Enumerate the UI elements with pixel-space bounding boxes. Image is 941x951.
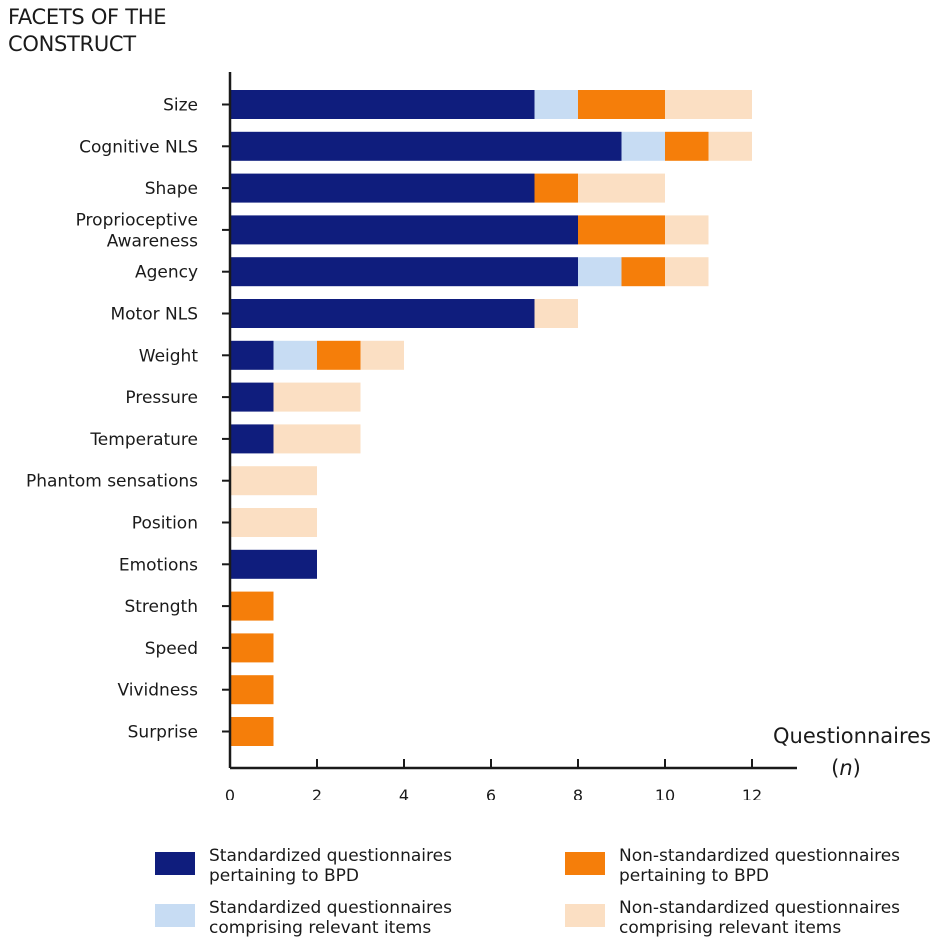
category-label: Temperature <box>89 430 198 450</box>
bar-segment <box>230 257 578 287</box>
bar-segment <box>665 90 752 119</box>
bar-segment <box>230 549 317 579</box>
x-tick-label: 6 <box>486 786 496 800</box>
bar-segment <box>230 90 535 119</box>
bar-segment <box>230 633 274 663</box>
chart-title-line-1: FACETS OF THE <box>8 5 167 29</box>
legend-label-line: Non-standardized questionnaires <box>619 846 901 866</box>
axes-group: 0 2 4 6 8 10 12 Questionnaires (n) <box>222 72 931 800</box>
bar-segment <box>578 90 665 119</box>
category-label: Phantom sensations <box>26 472 198 492</box>
bar-segment <box>230 382 274 412</box>
legend-label-line: comprising relevant items <box>209 918 432 938</box>
bar-segment <box>360 340 404 370</box>
bars-group <box>230 90 752 746</box>
bar-segment <box>230 131 622 161</box>
bar-segment <box>621 257 665 287</box>
legend-label-line: Standardized questionnaires <box>209 846 452 866</box>
legend-item: Standardized questionnaires comprising re… <box>155 898 539 938</box>
bar-segment <box>578 215 665 245</box>
stacked-bar-chart: Size Cognitive NLS Shape ProprioceptiveAwar… <box>26 72 931 800</box>
bar-segment <box>230 717 274 746</box>
legend-label: Standardized questionnaires pertaining to… <box>209 846 539 886</box>
category-label: Motor NLS <box>110 305 198 325</box>
legend-label-line: Non-standardized questionnaires <box>619 898 901 918</box>
x-tick-label: 2 <box>312 786 322 800</box>
category-label: Position <box>132 514 198 534</box>
legend-label: Standardized questionnaires comprising re… <box>209 898 539 938</box>
category-label: Cognitive NLS <box>79 137 198 157</box>
legend-swatch <box>565 852 605 875</box>
bar-segment <box>230 675 274 705</box>
category-label: Proprioceptive <box>76 210 198 230</box>
legend-swatch <box>155 904 195 927</box>
legend-item: Non-standardized questionnaires pertainin… <box>565 846 941 886</box>
x-tick-label: 0 <box>225 786 235 800</box>
x-tick-label: 8 <box>573 786 583 800</box>
bar-segment <box>273 382 361 412</box>
category-label: Surprise <box>128 723 198 743</box>
bar-segment <box>665 215 709 245</box>
bar-segment <box>534 90 578 119</box>
bar-segment <box>230 424 274 454</box>
category-label: Agency <box>135 263 198 283</box>
bar-segment <box>230 215 578 245</box>
legend-item: Non-standardized questionnaires comprisin… <box>565 898 941 938</box>
bar-segment <box>230 173 535 203</box>
bar-segment <box>230 340 274 370</box>
x-axis-title: Questionnaires <box>773 724 931 748</box>
bar-segment <box>708 131 752 161</box>
bar-segment <box>230 591 274 621</box>
legend-item: Standardized questionnaires pertaining to… <box>155 846 539 886</box>
bar-segment <box>621 131 665 161</box>
category-labels: Size Cognitive NLS Shape ProprioceptiveAwar… <box>26 96 198 743</box>
x-tick-label: 4 <box>399 786 409 800</box>
category-label: Emotions <box>119 555 198 575</box>
bar-segment <box>317 340 361 370</box>
bar-segment <box>534 173 578 203</box>
x-axis-unit: (n) <box>831 756 861 780</box>
category-label: Shape <box>145 179 198 199</box>
category-label: Speed <box>145 639 198 659</box>
bar-segment <box>665 131 709 161</box>
bar-segment <box>230 299 535 328</box>
bar-segment <box>230 508 317 537</box>
category-label: Strength <box>124 597 198 617</box>
legend-label-line: pertaining to BPD <box>619 866 769 886</box>
bar-segment <box>273 424 361 454</box>
legend-swatch <box>565 904 605 927</box>
bar-segment <box>230 466 317 496</box>
legend-label: Non-standardized questionnaires pertainin… <box>619 846 941 886</box>
category-label: Size <box>163 96 198 116</box>
bar-segment <box>665 257 709 287</box>
legend-label-line: comprising relevant items <box>619 918 842 938</box>
category-label: Weight <box>139 346 199 366</box>
legend-swatch <box>155 852 195 875</box>
category-label: Pressure <box>125 388 198 408</box>
category-label: Vividness <box>117 681 198 701</box>
bar-segment <box>578 173 665 203</box>
chart-title: FACETS OF THE CONSTRUCT <box>8 4 166 58</box>
x-tick-label: 12 <box>742 786 762 800</box>
legend-label: Non-standardized questionnaires comprisin… <box>619 898 941 938</box>
legend-label-line: pertaining to BPD <box>209 866 359 886</box>
bar-segment <box>534 299 578 328</box>
legend-label-line: Standardized questionnaires <box>209 898 452 918</box>
chart-title-line-2: CONSTRUCT <box>8 32 136 56</box>
category-label: Awareness <box>107 231 198 251</box>
x-tick-label: 10 <box>655 786 675 800</box>
bar-segment <box>273 340 317 370</box>
bar-segment <box>578 257 622 287</box>
